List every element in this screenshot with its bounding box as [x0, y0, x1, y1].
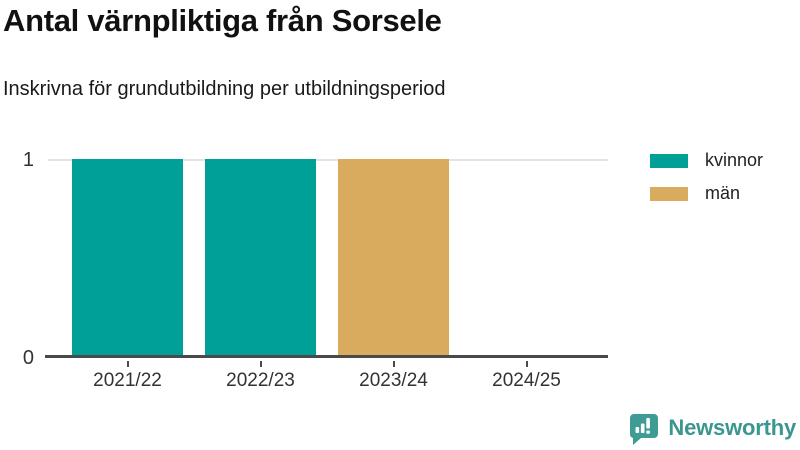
- newsworthy-logo-text: Newsworthy: [668, 415, 796, 440]
- legend-label: kvinnor: [705, 150, 764, 170]
- x-axis-tick-label: 2022/23: [226, 370, 295, 391]
- x-axis-labels-row: 2021/22 2022/23 2023/24 2024/25: [61, 361, 593, 392]
- bar-cell: [327, 159, 460, 356]
- x-axis-tick: [259, 361, 262, 367]
- x-axis-tick-label: 2024/25: [492, 370, 561, 391]
- legend-swatch-män: [650, 186, 688, 201]
- x-axis-cell: 2022/23: [194, 361, 327, 392]
- legend-swatch-kvinnor: [650, 153, 688, 168]
- x-axis-tick-label: 2021/22: [93, 370, 162, 391]
- x-axis-cell: 2024/25: [460, 361, 593, 392]
- legend: kvinnor män: [650, 150, 763, 216]
- x-axis-cell: 2021/22: [61, 361, 194, 392]
- gridline-y1: [48, 159, 608, 161]
- bar-cell: [460, 159, 593, 356]
- x-axis-tick: [392, 361, 395, 367]
- x-axis-line: [45, 355, 608, 358]
- bars-row: [61, 159, 593, 356]
- legend-label: män: [705, 183, 741, 203]
- legend-row: män: [650, 183, 763, 204]
- chart-title: Antal värnpliktiga från Sorsele: [3, 3, 442, 38]
- x-axis-tick: [525, 361, 528, 367]
- bar-män: [338, 159, 449, 356]
- x-axis-cell: 2023/24: [327, 361, 460, 392]
- newsworthy-logo-icon: [630, 414, 659, 445]
- bar-kvinnor: [205, 159, 316, 356]
- x-axis-tick-label: 2023/24: [359, 370, 428, 391]
- bar-cell: [194, 159, 327, 356]
- bar-cell: [61, 159, 194, 356]
- chart-subtitle: Inskrivna för grundutbildning per utbild…: [3, 78, 446, 100]
- y-axis-tick-label-0: 0: [22, 347, 34, 369]
- y-axis-tick-label-1: 1: [22, 149, 34, 171]
- legend-row: kvinnor: [650, 150, 763, 171]
- newsworthy-logo: Newsworthy: [627, 411, 796, 445]
- plot-area: [45, 159, 608, 358]
- bar-kvinnor: [72, 159, 183, 356]
- x-axis-tick: [126, 361, 129, 367]
